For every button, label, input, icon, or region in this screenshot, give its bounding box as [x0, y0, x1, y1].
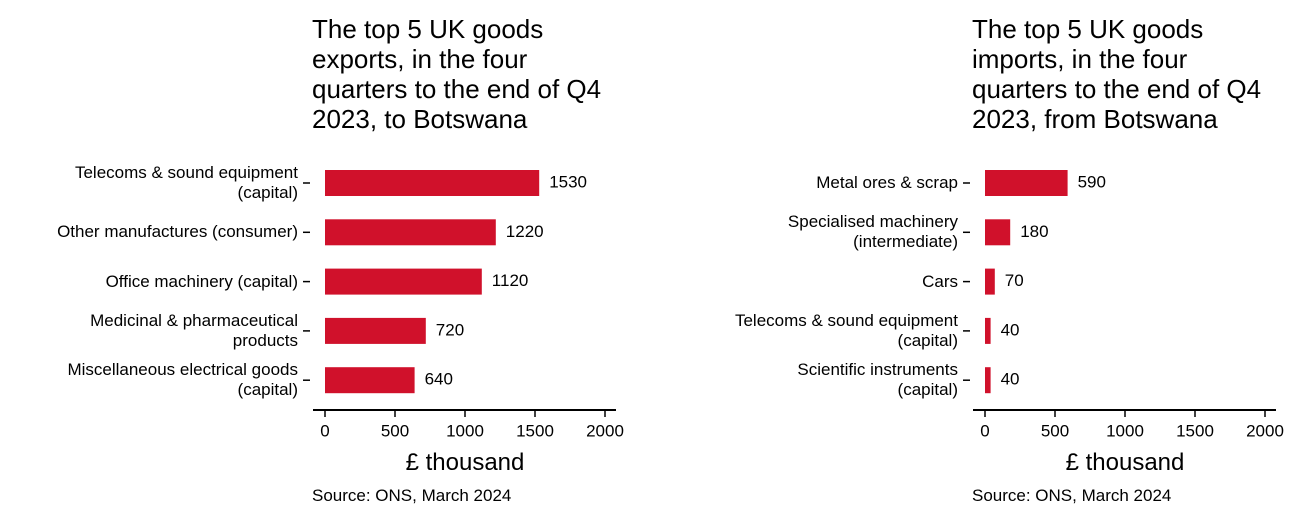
value-label: 1530	[549, 172, 587, 191]
category-label: Cars	[922, 271, 958, 291]
category-label: Specialised machinery (intermediate)	[787, 212, 958, 252]
chart: 0 500 1000 1500 2000 1530 1220 1120 720 640	[303, 170, 624, 440]
x-axis-title: £ thousand	[1065, 449, 1185, 476]
value-label: 40	[1001, 320, 1020, 339]
x-axis-title: £ thousand	[405, 449, 525, 476]
value-label: 70	[1005, 271, 1024, 290]
bar	[325, 268, 482, 295]
category-label: Medicinal & pharmaceutical products	[90, 310, 298, 350]
value-label: 1220	[506, 222, 544, 241]
value-label: 180	[1020, 222, 1048, 241]
x-tick-label: 0	[320, 421, 329, 440]
source-note: Source: ONS, March 2024	[972, 486, 1172, 505]
category-label: Miscellaneous electrical goods (capital)	[67, 360, 298, 400]
chart-panel: 0 500 1000 1500 2000 1530 1220 1120 720 640 The to…	[0, 0, 650, 508]
value-label: 40	[1001, 370, 1020, 389]
x-tick-label: 2000	[1246, 421, 1284, 440]
bar	[325, 219, 496, 246]
category-label: Metal ores & scrap	[816, 173, 958, 192]
x-tick-label: 500	[381, 421, 409, 440]
bar	[985, 268, 995, 295]
category-label: Office machinery (capital)	[105, 271, 298, 291]
x-tick-label: 1000	[1106, 421, 1144, 440]
source-note: Source: ONS, March 2024	[312, 486, 512, 505]
bar	[325, 367, 415, 394]
chart-title: The top 5 UK goods exports, in the four …	[312, 14, 602, 134]
category-label: Telecoms & sound equipment (capital)	[734, 310, 958, 350]
category-label: Other manufactures (consumer)	[57, 222, 298, 242]
bar	[985, 219, 1011, 246]
chart: 0 500 1000 1500 2000 590 180 70 40 40	[963, 170, 1284, 440]
category-label: Scientific instruments (capital)	[797, 360, 958, 400]
x-tick-label: 1000	[446, 421, 484, 440]
bar	[985, 367, 991, 394]
value-label: 720	[436, 320, 464, 339]
value-label: 1120	[492, 271, 529, 290]
value-label: 590	[1078, 172, 1106, 191]
bar	[985, 317, 991, 344]
category-label: Telecoms & sound equipment (capital)	[74, 163, 298, 202]
bar	[325, 317, 426, 344]
x-tick-label: 2000	[586, 421, 624, 440]
x-tick-label: 1500	[516, 421, 554, 440]
chart-title: The top 5 UK goods imports, in the four …	[972, 14, 1262, 134]
x-tick-label: 0	[980, 421, 989, 440]
x-tick-label: 500	[1041, 421, 1069, 440]
bar	[985, 170, 1068, 196]
bar	[325, 170, 540, 196]
chart-panel: 0 500 1000 1500 2000 590 180 70 40 40 The top 5 UK…	[660, 0, 1304, 508]
value-label: 640	[425, 370, 453, 389]
x-tick-label: 1500	[1176, 421, 1214, 440]
